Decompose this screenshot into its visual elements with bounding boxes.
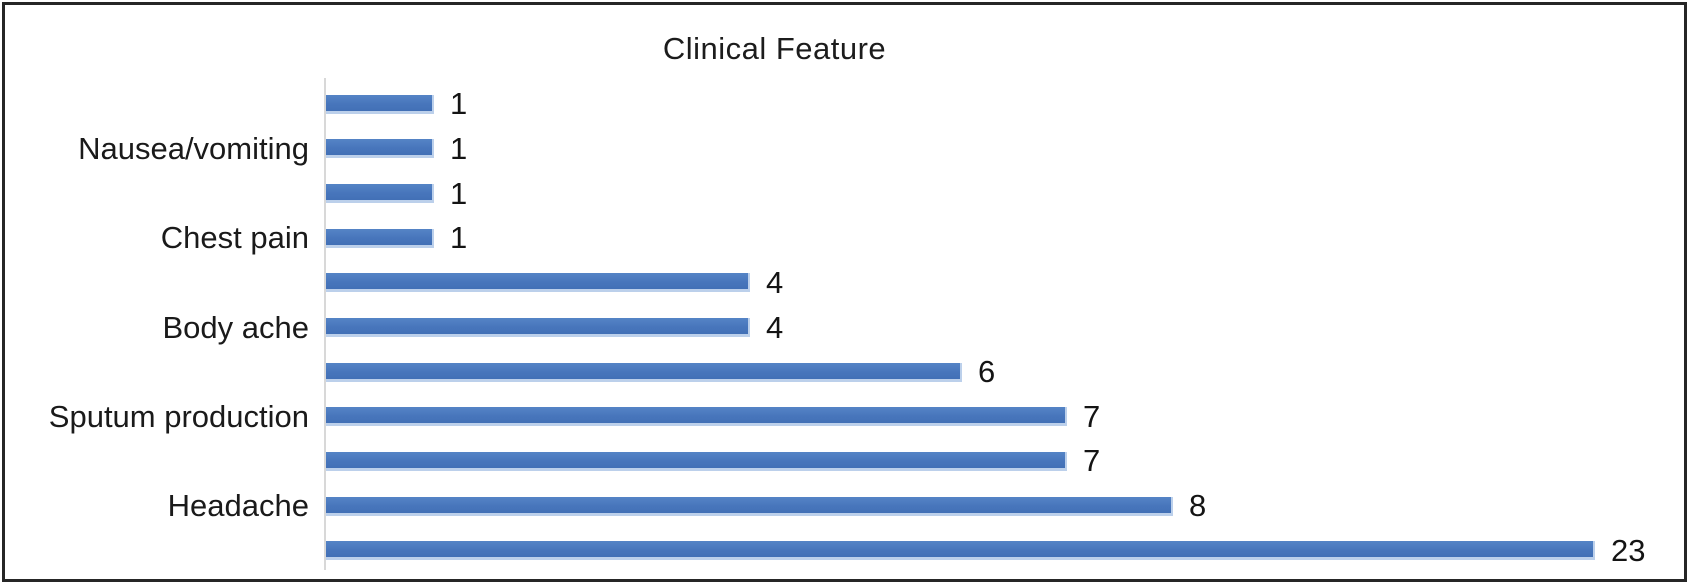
category-label: Sputum production: [48, 398, 309, 434]
value-label: 6: [978, 354, 996, 390]
bar: [326, 273, 750, 293]
bar: [326, 184, 434, 204]
bar: [326, 228, 434, 248]
bar-row: Headache 8: [168, 484, 1666, 529]
value-label: 8: [1189, 488, 1207, 524]
bar-rows: 1 Nausea/vomiting 1 1 Chest pain 1 4 Body ache 4…: [49, 82, 1666, 573]
bar-row: 1: [326, 82, 1666, 127]
bar: [326, 139, 434, 159]
bar-row: 23: [326, 528, 1666, 573]
value-label: 1: [450, 220, 468, 256]
bar: [326, 451, 1067, 471]
bar-row: Nausea/vomiting 1: [78, 127, 1666, 172]
category-label: Chest pain: [160, 220, 309, 256]
value-label: 1: [450, 175, 468, 211]
bar-row: 7: [326, 439, 1666, 484]
value-label: 4: [766, 264, 784, 300]
value-label: 4: [766, 309, 784, 345]
category-label: Body ache: [162, 309, 310, 345]
bar: [326, 541, 1595, 561]
value-label: 7: [1083, 443, 1101, 479]
y-axis-line: [324, 78, 326, 570]
chart-title: Clinical Feature: [662, 31, 887, 66]
value-label: 7: [1083, 398, 1101, 434]
bar-row: 1: [326, 171, 1666, 216]
bar: [326, 496, 1173, 516]
value-label: 1: [450, 130, 468, 166]
bar: [326, 362, 962, 382]
bar-row: 4: [326, 261, 1666, 306]
category-label: Headache: [167, 488, 309, 524]
bar: [326, 407, 1067, 427]
bar-row: Chest pain 1: [161, 216, 1666, 261]
bar: [326, 318, 750, 338]
category-label: Nausea/vomiting: [78, 130, 309, 166]
bar-row: Body ache 4: [163, 305, 1666, 350]
bar-row: 6: [326, 350, 1666, 395]
value-label: 23: [1611, 532, 1646, 568]
bar-row: Sputum production 7: [49, 394, 1666, 439]
value-label: 1: [450, 86, 468, 122]
bar: [326, 94, 434, 114]
